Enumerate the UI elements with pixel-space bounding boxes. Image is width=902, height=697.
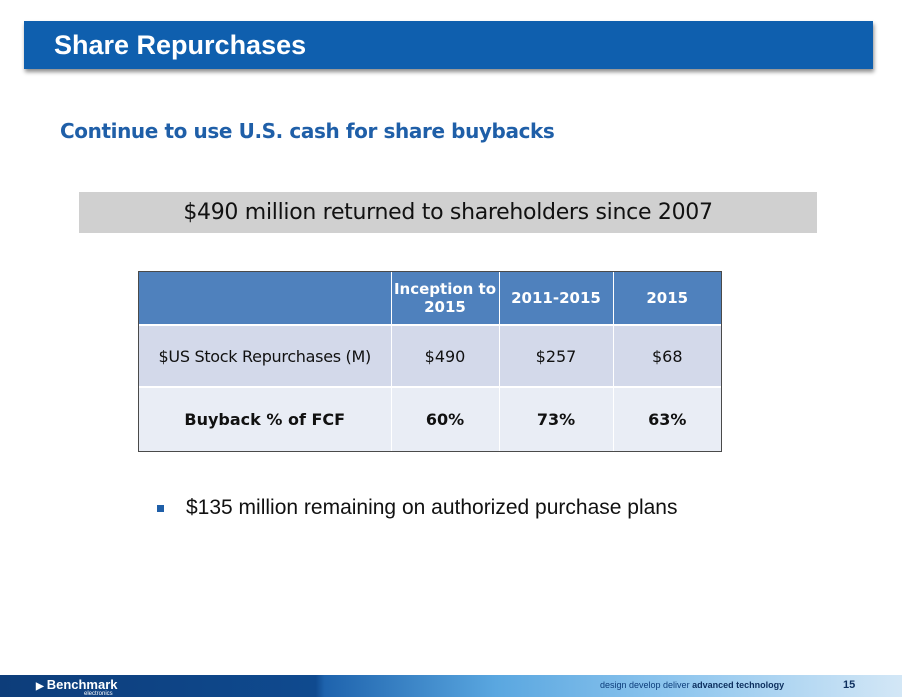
logo-subtext: electronics xyxy=(84,691,113,697)
table-cell: 73% xyxy=(499,386,614,451)
table-cell: 63% xyxy=(613,386,721,451)
page-title: Share Repurchases xyxy=(54,30,307,60)
table-header-cell: 2015 xyxy=(646,289,689,307)
table-header-cell: 2011-2015 xyxy=(499,272,614,325)
banner-text: $490 million returned to shareholders si… xyxy=(183,200,713,225)
bullet-item: $135 million remaining on authorized pur… xyxy=(157,496,677,520)
company-logo: ▶ Benchmark xyxy=(36,677,118,692)
footer-tagline: design develop deliver advanced technolo… xyxy=(600,680,784,690)
table-cell: $490 xyxy=(391,324,500,387)
row-label: Buyback % of FCF xyxy=(139,386,392,451)
tagline-prefix: design develop deliver xyxy=(600,680,690,690)
table-row: Buyback % of FCF 60% 73% 63% xyxy=(139,386,721,451)
square-bullet-icon xyxy=(157,504,164,512)
slide-subtitle: Continue to use U.S. cash for share buyb… xyxy=(60,119,555,143)
table-cell: $68 xyxy=(613,324,721,387)
highlight-banner: $490 million returned to shareholders si… xyxy=(79,192,817,233)
repurchase-table: Inception to 2015 2011-2015 2015 $US Sto… xyxy=(139,272,721,451)
bullet-text: $135 million remaining on authorized pur… xyxy=(186,496,678,519)
play-arrow-icon: ▶ xyxy=(36,681,44,692)
title-bar: Share Repurchases xyxy=(24,21,873,69)
table-row: $US Stock Repurchases (M) $490 $257 $68 xyxy=(139,324,721,387)
table-header-cell xyxy=(139,272,392,325)
table-header-cell: Inception to 2015 xyxy=(391,272,500,325)
logo-text: Benchmark xyxy=(46,677,118,692)
page-number: 15 xyxy=(843,679,856,691)
row-label: $US Stock Repurchases (M) xyxy=(139,324,392,387)
table-cell: $257 xyxy=(499,324,614,387)
table-cell: 60% xyxy=(391,386,500,451)
table-header-row: Inception to 2015 2011-2015 2015 xyxy=(139,272,721,325)
footer-bar xyxy=(0,675,902,697)
tagline-emphasis: advanced technology xyxy=(692,680,785,690)
